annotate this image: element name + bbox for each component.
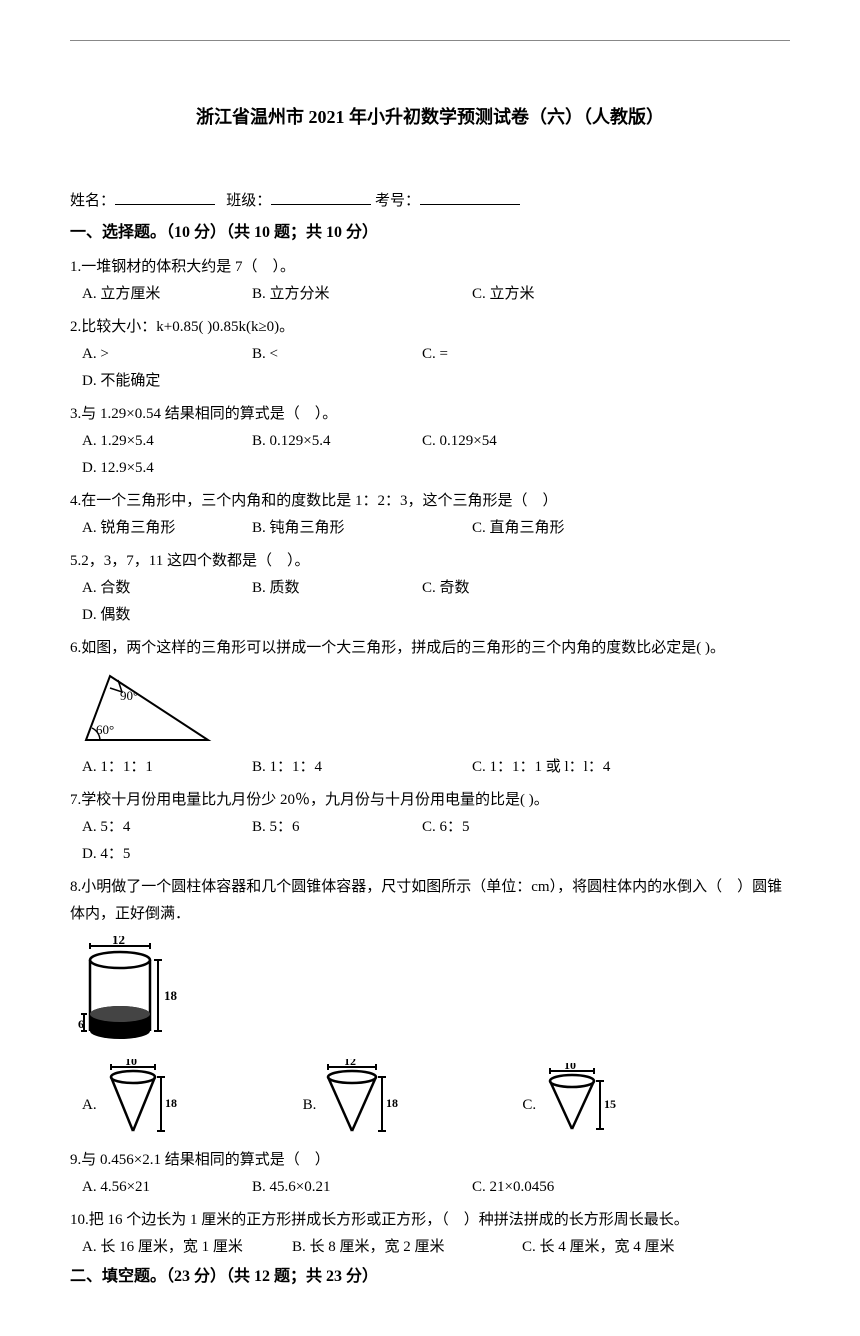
- svg-text:10: 10: [564, 1063, 576, 1072]
- q7-opt-b[interactable]: B. 5：6: [252, 814, 422, 841]
- id-label: 考号：: [375, 193, 420, 209]
- q1-opt-a[interactable]: A. 立方厘米: [82, 281, 252, 308]
- class-blank[interactable]: [271, 189, 371, 205]
- section-2-heading: 二、填空题。（23 分）（共 12 题；共 23 分）: [70, 1263, 790, 1292]
- q1-opt-c[interactable]: C. 立方米: [472, 281, 642, 308]
- q2-opt-b[interactable]: B. <: [252, 341, 422, 368]
- question-4: 4.在一个三角形中，三个内角和的度数比是 1：2：3，这个三角形是（ ）: [70, 488, 790, 515]
- q2-opt-d[interactable]: D. 不能确定: [82, 368, 252, 395]
- question-1: 1.一堆钢材的体积大约是 7（ ）。: [70, 254, 790, 281]
- question-3: 3.与 1.29×0.54 结果相同的算式是（ ）。: [70, 401, 790, 428]
- question-5: 5.2，3，7，11 这四个数都是（ ）。: [70, 548, 790, 575]
- question-4-options: A. 锐角三角形 B. 钝角三角形 C. 直角三角形: [82, 515, 790, 542]
- question-7: 7.学校十月份用电量比九月份少 20％，九月份与十月份用电量的比是( )。: [70, 787, 790, 814]
- question-10: 10.把 16 个边长为 1 厘米的正方形拼成长方形或正方形，（ ）种拼法拼成的…: [70, 1207, 790, 1234]
- q8-cylinder-figure: 12 18 6: [78, 936, 790, 1051]
- cyl-h: 18: [164, 988, 178, 1003]
- q7-opt-d[interactable]: D. 4：5: [82, 841, 252, 868]
- q5-opt-c[interactable]: C. 奇数: [422, 575, 622, 602]
- question-10-options: A. 长 16 厘米，宽 1 厘米 B. 长 8 厘米，宽 2 厘米 C. 长 …: [82, 1234, 790, 1261]
- q4-opt-c[interactable]: C. 直角三角形: [472, 515, 642, 542]
- name-blank[interactable]: [115, 189, 215, 205]
- q10-opt-b[interactable]: B. 长 8 厘米，宽 2 厘米: [292, 1234, 522, 1261]
- question-9: 9.与 0.456×2.1 结果相同的算式是（ ）: [70, 1147, 790, 1174]
- q6-opt-c[interactable]: C. 1：1：1 或 l：l：4: [472, 754, 642, 781]
- q7-opt-c[interactable]: C. 6：5: [422, 814, 622, 841]
- q4-opt-b[interactable]: B. 钝角三角形: [252, 515, 472, 542]
- q7-opt-a[interactable]: A. 5：4: [82, 814, 252, 841]
- svg-text:18: 18: [386, 1096, 398, 1110]
- question-6: 6.如图，两个这样的三角形可以拼成一个大三角形，拼成后的三角形的三个内角的度数比…: [70, 635, 790, 662]
- q3-opt-b[interactable]: B. 0.129×5.4: [252, 428, 422, 455]
- question-3-options: A. 1.29×5.4 B. 0.129×5.4 C. 0.129×54 D. …: [82, 428, 790, 482]
- q10-opt-a[interactable]: A. 长 16 厘米，宽 1 厘米: [82, 1234, 292, 1261]
- q5-opt-d[interactable]: D. 偶数: [82, 602, 252, 629]
- q8-opt-c[interactable]: C. 10 15: [522, 1063, 622, 1139]
- svg-text:15: 15: [604, 1097, 616, 1111]
- q6-opt-a[interactable]: A. 1：1：1: [82, 754, 252, 781]
- svg-text:10: 10: [125, 1059, 137, 1068]
- q1-opt-b[interactable]: B. 立方分米: [252, 281, 472, 308]
- q8-opt-c-label: C.: [522, 1092, 536, 1139]
- q5-opt-a[interactable]: A. 合数: [82, 575, 252, 602]
- q9-opt-c[interactable]: C. 21×0.0456: [472, 1174, 642, 1201]
- q6-triangle-figure: 90° 60°: [78, 668, 790, 748]
- cyl-water: 6: [78, 1017, 84, 1031]
- q4-opt-a[interactable]: A. 锐角三角形: [82, 515, 252, 542]
- q3-opt-d[interactable]: D. 12.9×5.4: [82, 455, 252, 482]
- q3-opt-a[interactable]: A. 1.29×5.4: [82, 428, 252, 455]
- q2-opt-a[interactable]: A. >: [82, 341, 252, 368]
- q6-opt-b[interactable]: B. 1：1：4: [252, 754, 472, 781]
- section-1-heading: 一、选择题。（10 分）（共 10 题；共 10 分）: [70, 219, 790, 248]
- top-rule: [70, 40, 790, 41]
- q8-opt-a-label: A.: [82, 1092, 97, 1139]
- angle-90-label: 90°: [120, 688, 138, 703]
- question-7-options: A. 5：4 B. 5：6 C. 6：5 D. 4：5: [82, 814, 790, 868]
- q8-opt-b-label: B.: [303, 1092, 317, 1139]
- question-5-options: A. 合数 B. 质数 C. 奇数 D. 偶数: [82, 575, 790, 629]
- question-6-options: A. 1：1：1 B. 1：1：4 C. 1：1：1 或 l：l：4: [82, 754, 790, 781]
- class-label: 班级：: [226, 193, 271, 209]
- question-8: 8.小明做了一个圆柱体容器和几个圆锥体容器，尺寸如图所示（单位：cm），将圆柱体…: [70, 874, 790, 928]
- q9-opt-a[interactable]: A. 4.56×21: [82, 1174, 252, 1201]
- id-blank[interactable]: [420, 189, 520, 205]
- q8-cone-options: A. 10 18 B. 12: [82, 1059, 790, 1139]
- angle-60-label: 60°: [96, 722, 114, 737]
- q8-opt-b[interactable]: B. 12 18: [303, 1059, 403, 1139]
- q5-opt-b[interactable]: B. 质数: [252, 575, 422, 602]
- q8-opt-a[interactable]: A. 10 18: [82, 1059, 183, 1139]
- name-label: 姓名：: [70, 193, 115, 209]
- q9-opt-b[interactable]: B. 45.6×0.21: [252, 1174, 472, 1201]
- q10-opt-c[interactable]: C. 长 4 厘米，宽 4 厘米: [522, 1234, 692, 1261]
- question-2: 2.比较大小：k+0.85( )0.85k(k≥0)。: [70, 314, 790, 341]
- cyl-d: 12: [112, 936, 125, 947]
- question-1-options: A. 立方厘米 B. 立方分米 C. 立方米: [82, 281, 790, 308]
- page: 浙江省温州市 2021 年小升初数学预测试卷（六）（人教版） 姓名： 班级： 考…: [0, 0, 860, 1336]
- question-9-options: A. 4.56×21 B. 45.6×0.21 C. 21×0.0456: [82, 1174, 790, 1201]
- svg-text:12: 12: [344, 1059, 356, 1068]
- svg-text:18: 18: [165, 1096, 177, 1110]
- exam-title: 浙江省温州市 2021 年小升初数学预测试卷（六）（人教版）: [70, 101, 790, 133]
- question-2-options: A. > B. < C. = D. 不能确定: [82, 341, 790, 395]
- q2-opt-c[interactable]: C. =: [422, 341, 622, 368]
- student-info-line: 姓名： 班级： 考号：: [70, 188, 790, 215]
- q3-opt-c[interactable]: C. 0.129×54: [422, 428, 622, 455]
